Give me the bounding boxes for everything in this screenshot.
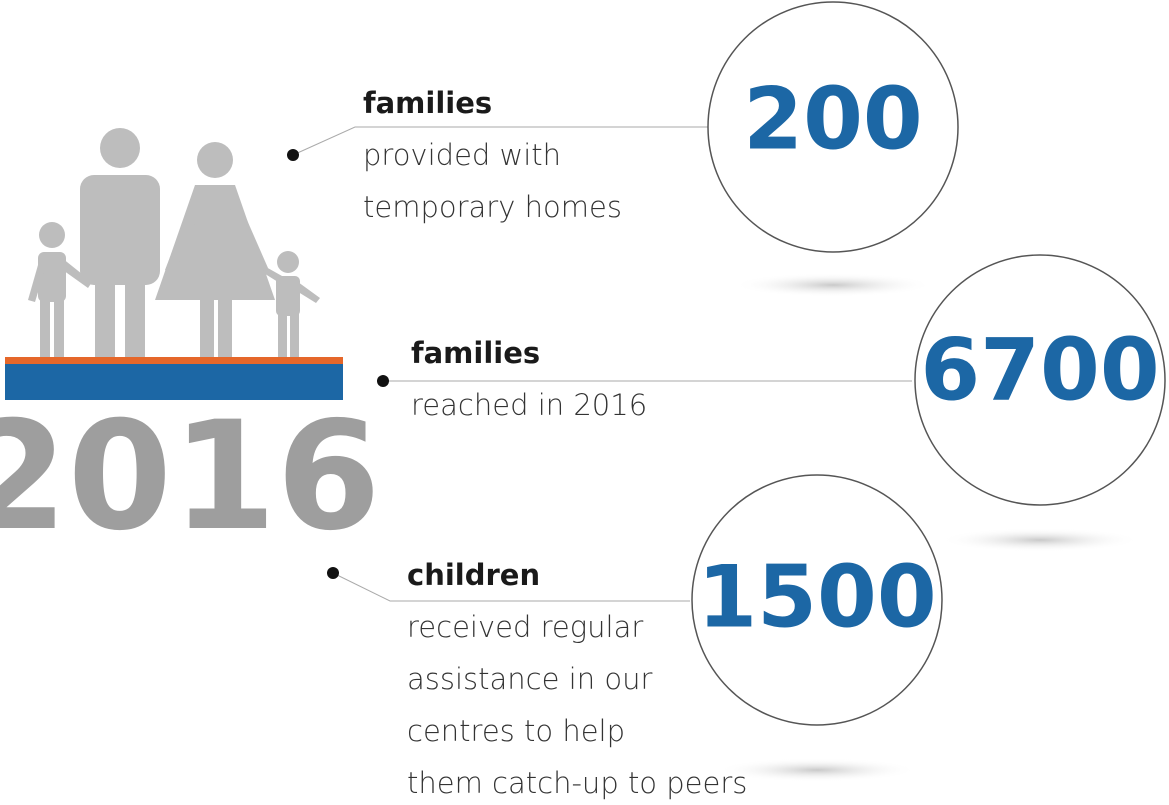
dot bbox=[377, 375, 389, 387]
year: 2016 bbox=[0, 390, 381, 564]
description: provided with bbox=[363, 138, 561, 172]
description: temporary homes bbox=[363, 190, 622, 224]
heading: children bbox=[407, 558, 540, 592]
heading: families bbox=[363, 86, 492, 120]
blue-bar bbox=[5, 364, 343, 400]
description: assistance in our bbox=[407, 662, 652, 696]
dot bbox=[287, 149, 299, 161]
number-circle bbox=[707, 1, 959, 253]
number: 6700 bbox=[920, 320, 1159, 420]
description: reached in 2016 bbox=[411, 388, 647, 422]
shadow bbox=[717, 758, 917, 782]
connector bbox=[332, 572, 690, 602]
shadow bbox=[940, 528, 1140, 552]
family-icon bbox=[28, 128, 320, 360]
description: received regular bbox=[407, 610, 643, 644]
description: centres to help bbox=[407, 714, 625, 748]
dot bbox=[327, 567, 339, 579]
number-circle bbox=[691, 474, 943, 726]
number-circle bbox=[914, 254, 1166, 506]
connector bbox=[292, 126, 710, 156]
shadow bbox=[733, 273, 933, 297]
description: them catch-up to peers bbox=[407, 766, 747, 800]
number: 200 bbox=[743, 69, 923, 169]
number: 1500 bbox=[697, 547, 936, 647]
orange-bar bbox=[5, 357, 343, 364]
heading: families bbox=[411, 336, 540, 370]
items: 200 families provided with temporary homes 6… bbox=[287, 1, 1166, 800]
